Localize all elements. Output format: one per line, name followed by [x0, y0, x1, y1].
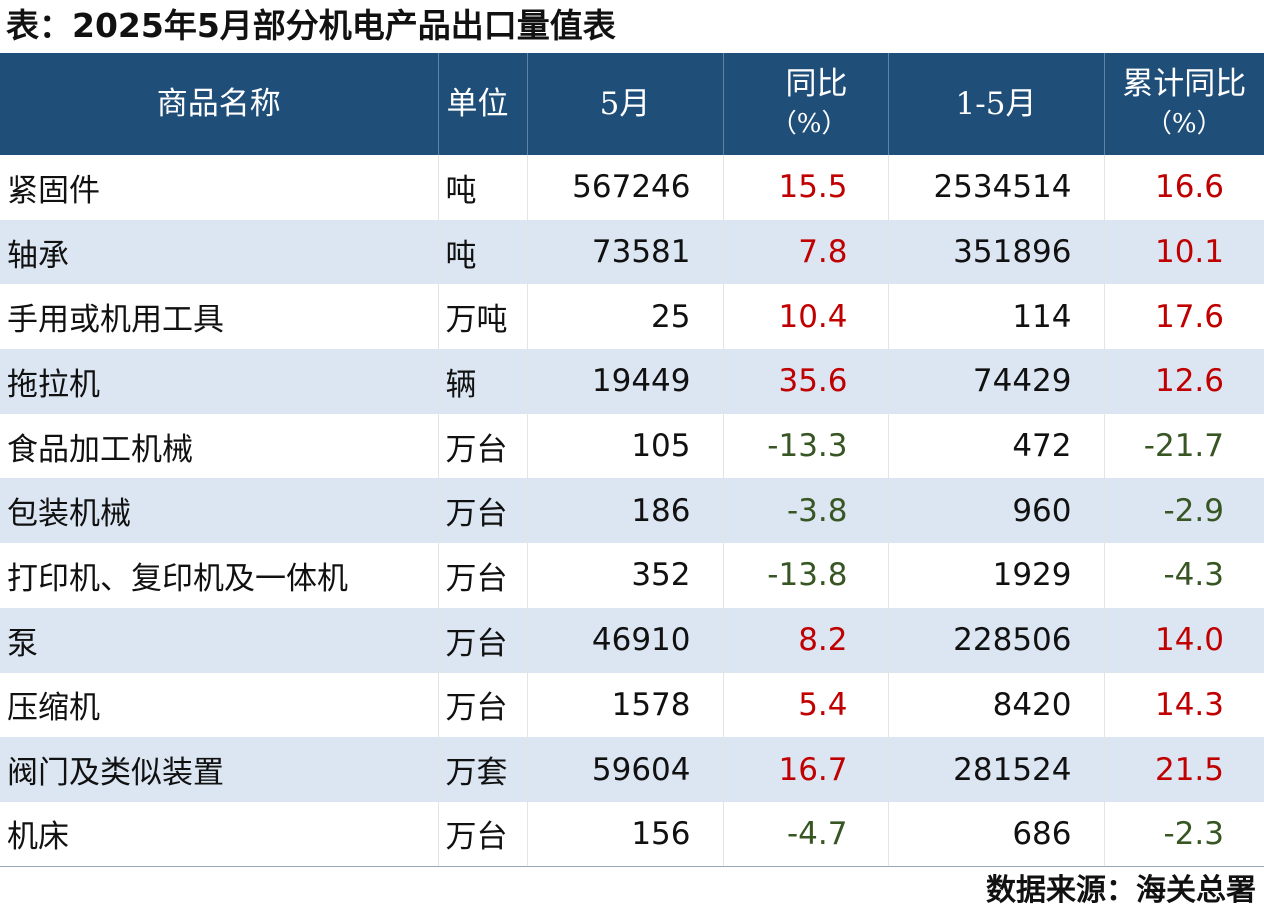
unit-cell: 万台: [438, 413, 528, 479]
product-name-cell: 阀门及类似装置: [0, 737, 439, 802]
cumulative-value-cell: 686: [888, 801, 1105, 868]
table-row: 拖拉机辆 19449 35.6 74429 12.6: [0, 349, 1264, 414]
cumulative-value-cell: 74429: [888, 349, 1105, 414]
cumulative-yoy-cell: -21.7: [1143, 428, 1224, 465]
unit-cell: 万台: [438, 543, 528, 608]
may-yoy-cell: -4.7: [723, 801, 889, 868]
product-name-cell: 拖拉机: [0, 349, 439, 414]
table-row: 泵万台 46910 8.2 228506 14.0: [0, 607, 1264, 673]
may-value-cell: 46910: [527, 607, 724, 673]
table-body: 紧固件吨 567246 15.5 2534514 16.6 轴承吨 73581 7.8 3518…: [0, 155, 1264, 868]
unit-cell: 万台: [438, 801, 528, 868]
may-value-cell: 352: [527, 543, 724, 608]
export-table: 商品名称 单位 5月 同比 （%） 1-5月 累计同比 （%） 紧固件吨 567246…: [0, 53, 1264, 868]
product-name-cell: 包装机械: [0, 478, 439, 544]
unit-cell: 万套: [438, 737, 528, 802]
may-yoy-cell: 16.7: [723, 737, 889, 802]
may-yoy-cell: 8.2: [723, 607, 889, 673]
table-row: 食品加工机械 万台 105 -13.3 472 -21.7: [0, 413, 1264, 479]
product-name-cell: 压缩机: [0, 672, 439, 738]
may-yoy-cell: -13.8: [723, 543, 889, 608]
cumulative-value-cell: 281524: [888, 737, 1105, 802]
may-value-cell: 567246: [527, 155, 724, 220]
cumulative-yoy-cell: 14.0: [1154, 622, 1224, 659]
may-value-cell: 156: [527, 801, 724, 868]
header-yoy-unit: （%）: [770, 109, 848, 139]
table-row: 打印机、复印机及一体机 万台 352 -13.8 1929 -4.3: [0, 543, 1264, 608]
header-unit: 单位: [438, 53, 528, 155]
product-name-cell: 紧固件: [0, 155, 439, 220]
may-yoy-cell: 5.4: [723, 672, 889, 738]
header-cum-yoy-unit: （%）: [1145, 109, 1223, 139]
product-name-cell: 机床: [0, 801, 439, 868]
may-yoy-cell: 15.5: [723, 155, 889, 220]
cumulative-yoy-cell: 10.1: [1154, 234, 1224, 271]
unit-cell: 万吨: [438, 284, 528, 350]
cumulative-yoy-cell: -2.9: [1163, 492, 1225, 529]
table-row: 压缩机 万台 1578 5.4 8420 14.3: [0, 672, 1264, 738]
unit-cell: 万台: [438, 607, 528, 673]
may-value-cell: 19449: [527, 349, 724, 414]
table-row: 阀门及类似装置 万套 59604 16.7 281524 21.5: [0, 737, 1264, 802]
cumulative-yoy-cell: 17.6: [1154, 298, 1224, 335]
may-yoy-cell: 10.4: [723, 284, 889, 350]
table-row: 轴承吨 73581 7.8 351896 10.1: [0, 219, 1264, 285]
cumulative-yoy-cell: 16.6: [1154, 169, 1224, 206]
cumulative-value-cell: 8420: [888, 672, 1105, 738]
table-header-row: 商品名称 单位 5月 同比 （%） 1-5月 累计同比 （%）: [0, 53, 1264, 155]
header-yoy: 同比 （%）: [723, 53, 889, 155]
may-value-cell: 59604: [527, 737, 724, 802]
unit-cell: 吨: [438, 155, 528, 220]
product-name-cell: 泵: [0, 607, 439, 673]
unit-cell: 万台: [438, 478, 528, 544]
cumulative-value-cell: 351896: [888, 219, 1105, 285]
cumulative-yoy-cell: 14.3: [1154, 686, 1224, 723]
cumulative-yoy-cell: -2.3: [1104, 801, 1264, 868]
cumulative-value-cell: 228506: [888, 607, 1105, 673]
table-row: 手用或机用工具 万吨 25 10.4 114 17.6: [0, 284, 1264, 350]
may-value-cell: 25: [527, 284, 724, 350]
cumulative-value-cell: 114: [888, 284, 1105, 350]
table-row: 紧固件吨 567246 15.5 2534514 16.6: [0, 155, 1264, 220]
may-yoy-cell: -3.8: [723, 478, 889, 544]
cumulative-yoy-cell: 12.6: [1154, 363, 1224, 400]
cumulative-value-cell: 472: [888, 413, 1105, 479]
unit-cell: 吨: [438, 219, 528, 285]
may-value-cell: 73581: [527, 219, 724, 285]
may-value-cell: 186: [527, 478, 724, 544]
product-name-cell: 手用或机用工具: [0, 284, 439, 350]
unit-cell: 万台: [438, 672, 528, 738]
header-cum-yoy-label: 累计同比: [1122, 66, 1247, 102]
product-name-cell: 轴承: [0, 219, 439, 285]
cumulative-value-cell: 1929: [888, 543, 1105, 608]
cumulative-value-cell: 960: [888, 478, 1105, 544]
header-yoy-label: 同比: [785, 66, 848, 102]
header-may: 5月: [527, 53, 724, 155]
unit-cell: 辆: [438, 349, 528, 414]
header-cum-yoy: 累计同比 （%）: [1104, 53, 1264, 155]
cumulative-yoy-cell: 21.5: [1154, 751, 1224, 788]
table-row: 包装机械 万台 186 -3.8 960 -2.9: [0, 478, 1264, 544]
table-row: 机床 万台 156 -4.7 686 -2.3: [0, 801, 1264, 868]
product-name-cell: 打印机、复印机及一体机: [0, 543, 439, 608]
may-yoy-cell: 7.8: [723, 219, 889, 285]
may-yoy-cell: -13.3: [723, 413, 889, 479]
header-cum: 1-5月: [888, 53, 1105, 155]
header-name: 商品名称: [0, 53, 439, 155]
cumulative-yoy-cell: -4.3: [1163, 557, 1225, 594]
may-value-cell: 1578: [527, 672, 724, 738]
table-title: 表：2025年5月部分机电产品出口量值表: [6, 6, 616, 45]
may-value-cell: 105: [527, 413, 724, 479]
product-name-cell: 食品加工机械: [0, 413, 439, 479]
may-yoy-cell: 35.6: [723, 349, 889, 414]
data-source: 数据来源：海关总署: [986, 873, 1256, 908]
cumulative-value-cell: 2534514: [888, 155, 1105, 220]
